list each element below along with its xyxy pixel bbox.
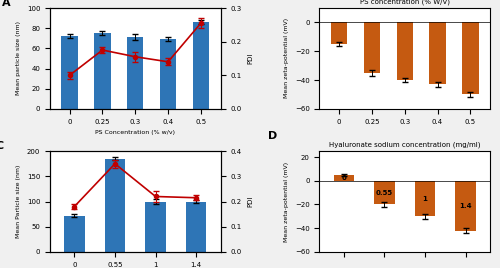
Text: 1.4: 1.4: [460, 203, 472, 209]
Bar: [331, 23, 347, 44]
Bar: [62, 36, 78, 109]
Text: A: A: [2, 0, 11, 8]
Bar: [160, 39, 176, 109]
Bar: [374, 181, 394, 204]
Title: Hyaluronate sodium concentration (mg/ml): Hyaluronate sodium concentration (mg/ml): [329, 142, 480, 148]
Bar: [186, 202, 206, 252]
Y-axis label: PDI: PDI: [247, 53, 253, 64]
Y-axis label: Mean particle size (nm): Mean particle size (nm): [16, 21, 21, 95]
Y-axis label: Mean zeta-potential (mV): Mean zeta-potential (mV): [284, 161, 290, 241]
Text: 0.55: 0.55: [376, 190, 393, 196]
Bar: [105, 159, 125, 252]
Text: 1: 1: [422, 196, 428, 202]
Bar: [364, 23, 380, 73]
Title: PS concentration (% W/V): PS concentration (% W/V): [360, 0, 450, 5]
Bar: [127, 37, 144, 109]
Y-axis label: PDI: PDI: [247, 196, 253, 207]
Bar: [415, 181, 435, 216]
Bar: [396, 23, 413, 80]
Bar: [334, 175, 354, 181]
Text: D: D: [268, 131, 278, 141]
Text: C: C: [0, 141, 4, 151]
Bar: [456, 181, 476, 230]
Bar: [94, 33, 110, 109]
Bar: [462, 23, 478, 94]
Y-axis label: Mean zeta-potential (mV): Mean zeta-potential (mV): [284, 18, 290, 99]
Y-axis label: Mean Particle size (nm): Mean Particle size (nm): [16, 165, 21, 238]
Text: 0: 0: [342, 175, 346, 181]
Bar: [146, 202, 166, 252]
X-axis label: PS Concentration (% w/v): PS Concentration (% w/v): [96, 130, 176, 135]
Bar: [192, 22, 209, 109]
Bar: [64, 216, 84, 252]
Bar: [430, 23, 446, 84]
